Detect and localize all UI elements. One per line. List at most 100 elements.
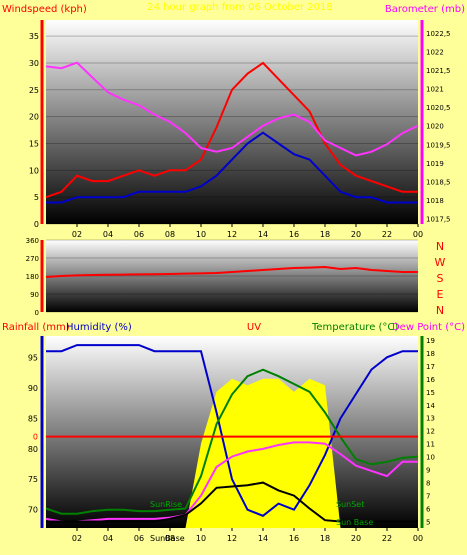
x-tick-label: 12	[227, 230, 237, 239]
y-tick-label-left: 30	[29, 59, 39, 68]
y-tick-label: 180	[26, 273, 39, 281]
humidity-label: Humidity (%)	[66, 322, 132, 333]
plot-area-direction	[46, 240, 418, 312]
y-tick-label-left: 10	[29, 166, 39, 175]
series-line	[45, 368, 419, 515]
y-tick-label-right: 1021	[426, 86, 444, 94]
x-tick-label: 18	[320, 230, 330, 239]
sunset-label: SunSet	[336, 500, 364, 509]
y-tick-label-left: 20	[29, 113, 39, 122]
y-tick-label-right: 1018	[426, 197, 444, 205]
x-tick-label: 22	[382, 534, 392, 543]
sunrise-label: SunRise	[150, 500, 182, 509]
y-tick-label: 90	[30, 291, 39, 299]
y-tick-label-right: 13	[426, 415, 435, 423]
y-tick-label-right: 5	[426, 519, 430, 527]
y-tick-label-left: 35	[29, 32, 39, 41]
sun-annotations: SunRise SunSet Sun Base SunBase	[150, 500, 373, 543]
y-tick-label-left: 70	[28, 506, 38, 515]
y-tick-label-right: 1017,5	[426, 215, 451, 223]
y-tick-label-right: 17	[426, 363, 435, 371]
series-line	[45, 61, 418, 199]
x-tick-label: 06	[134, 534, 144, 543]
compass-letter: N	[436, 304, 444, 317]
x-tick-label: 02	[72, 230, 82, 239]
uv-label: UV	[247, 322, 261, 333]
wind-axes: 051015202530351017,510181018,510191019,5…	[29, 20, 451, 239]
y-tick-label: 0	[35, 309, 39, 317]
rainfall-label: Rainfall (mm)	[2, 322, 70, 333]
y-tick-label-left: 0	[34, 220, 39, 229]
x-tick-label: 10	[196, 534, 206, 543]
y-tick-label-right: 1019	[426, 160, 444, 168]
x-tick-label: 22	[382, 230, 392, 239]
x-tick-label: 12	[227, 534, 237, 543]
y-tick-label-left: 25	[29, 86, 39, 95]
direction-series	[45, 265, 418, 278]
y-tick-label-right: 1019,5	[426, 141, 451, 149]
y-tick-label-right: 1020	[426, 123, 444, 131]
y-tick-label-right: 1018,5	[426, 178, 451, 186]
y-tick-label-right: 1020,5	[426, 104, 451, 112]
y-tick-label-right: 6	[426, 506, 431, 514]
y-tick-label-left: 5	[34, 193, 39, 202]
compass-letter: W	[435, 256, 446, 269]
y-tick-label-left: 75	[28, 475, 38, 484]
y-tick-label-left: 95	[28, 353, 38, 362]
sun-base-right-label: Sun Base	[336, 518, 373, 527]
y-tick-label-right: 19	[426, 337, 435, 345]
uv-fill	[46, 378, 418, 528]
plot-area-wind	[46, 20, 418, 224]
x-tick-label: 02	[72, 534, 82, 543]
direction-axes: 0 90 180 270 360	[26, 237, 418, 317]
series-line	[45, 61, 419, 157]
y-tick-label-right: 1022,5	[426, 30, 451, 38]
y-tick-label-right: 18	[426, 350, 435, 358]
compass-letter: N	[436, 240, 444, 253]
sun-base-left-label: SunBase	[150, 534, 185, 543]
y-tick-label: 270	[26, 255, 39, 263]
x-tick-label: 04	[103, 534, 113, 543]
climate-series	[45, 344, 419, 523]
y-tick-label-right: 11	[426, 441, 435, 449]
windspeed-axis-label: Windspeed (kph)	[2, 4, 87, 15]
x-tick-label: 08	[165, 534, 175, 543]
y-tick-label-right: 12	[426, 428, 435, 436]
y-tick-label-right: 9	[426, 467, 430, 475]
x-tick-label: 20	[351, 534, 361, 543]
y-tick-label-right: 8	[426, 480, 430, 488]
barometer-axis-label: Barometer (mb)	[385, 4, 465, 15]
dewpoint-label: Dew Point (°C)	[392, 322, 465, 333]
y-tick-label-right: 1021,5	[426, 67, 451, 75]
y-tick-label-right: 15	[426, 389, 435, 397]
x-tick-label: 00	[413, 534, 423, 543]
rain-marker-label: 0	[33, 433, 38, 442]
series-line	[45, 441, 418, 523]
y-tick-label-left: 90	[28, 384, 38, 393]
x-tick-label: 06	[134, 230, 144, 239]
compass-letter: S	[437, 272, 444, 285]
wind-series	[45, 61, 419, 204]
compass-letter: E	[437, 288, 444, 301]
y-tick-label-right: 16	[426, 376, 435, 384]
y-tick-label-right: 1022	[426, 49, 444, 57]
uv-area	[46, 378, 418, 528]
series-line	[46, 481, 418, 523]
y-tick-label-right: 10	[426, 454, 435, 462]
series-line	[46, 131, 418, 204]
y-tick-label-left: 80	[28, 445, 38, 454]
x-tick-label: 16	[289, 230, 299, 239]
x-tick-label: 10	[196, 230, 206, 239]
y-tick-label-left: 85	[28, 414, 38, 423]
climate-panel: Rainfall (mm) Humidity (%) UV Temperatur…	[2, 322, 465, 543]
temperature-label: Temperature (°C)	[311, 322, 398, 333]
x-tick-label: 00	[413, 230, 423, 239]
chart-title: 24 hour graph from 06 October 2018	[147, 2, 332, 13]
y-tick-label-right: 14	[426, 402, 435, 410]
wind-barometer-panel: 24 hour graph from 06 October 2018 Winds…	[2, 2, 465, 239]
y-tick-label: 360	[26, 237, 39, 245]
x-tick-label: 20	[351, 230, 361, 239]
